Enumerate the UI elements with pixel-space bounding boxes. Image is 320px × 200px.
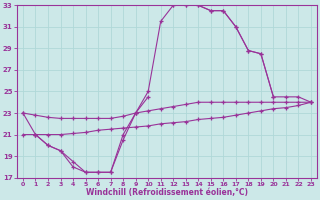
X-axis label: Windchill (Refroidissement éolien,°C): Windchill (Refroidissement éolien,°C) (86, 188, 248, 197)
